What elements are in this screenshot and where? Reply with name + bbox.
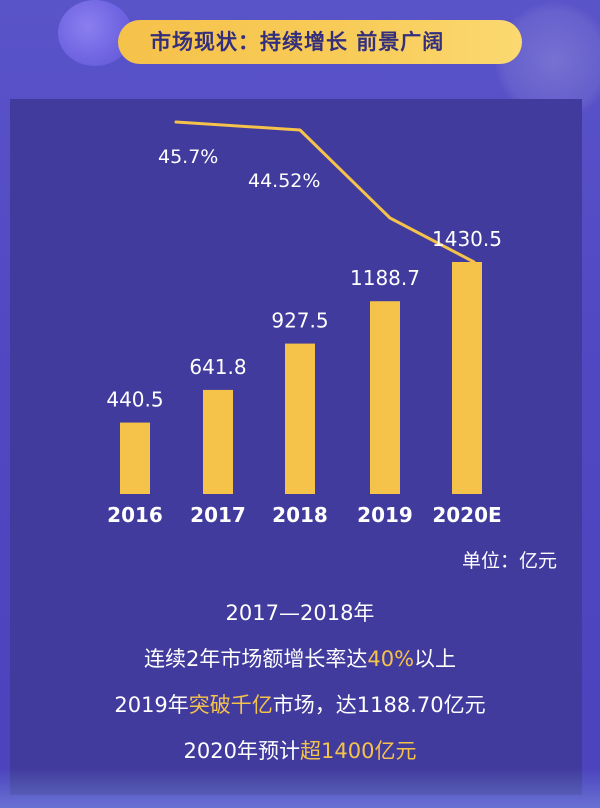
category-tick-label: 2017 xyxy=(190,503,246,527)
bar-value-label: 641.8 xyxy=(189,355,246,379)
growth-rate-label: 44.52% xyxy=(248,170,320,192)
note-highlight: 40% xyxy=(367,647,415,671)
bar-value-label: 927.5 xyxy=(271,309,328,333)
note-text: 连续2年市场额增长率达 xyxy=(143,647,368,671)
bar-2018 xyxy=(285,343,315,494)
growth-trend-line xyxy=(174,120,476,264)
bar-chart: 45.7% 44.52% 440.5 2016 641.8 2017 927.5 2018… xyxy=(106,120,502,527)
summary-notes: 2017—2018年 连续2年市场额增长率达40%以上 2019年突破千亿市场，… xyxy=(0,590,600,774)
note-line-2020: 2020年预计超1400亿元 xyxy=(0,728,600,774)
bar-2019 xyxy=(370,301,400,494)
title-banner xyxy=(118,20,522,64)
note-text: 2020年预计 xyxy=(183,739,300,763)
bar-value-label: 1430.5 xyxy=(432,227,502,251)
note-line-2019: 2019年突破千亿市场，达1188.70亿元 xyxy=(0,682,600,728)
bar-value-label: 440.5 xyxy=(106,388,163,412)
note-highlight: 超1400亿元 xyxy=(300,739,417,763)
note-text: 以上 xyxy=(414,647,457,671)
category-tick-label: 2020E xyxy=(432,503,501,527)
growth-rate-label: 45.7% xyxy=(158,146,218,168)
note-line-period: 2017—2018年 xyxy=(225,601,375,625)
bar-2016 xyxy=(120,422,150,494)
note-text: 市场，达1188.70亿元 xyxy=(272,693,486,717)
note-highlight: 突破千亿 xyxy=(188,693,273,717)
bar-2017 xyxy=(203,389,233,494)
category-tick-label: 2018 xyxy=(272,503,328,527)
category-tick-label: 2019 xyxy=(357,503,413,527)
note-text: 2019年 xyxy=(114,693,189,717)
page-title: 市场现状：持续增长 前景广阔 xyxy=(150,30,445,54)
note-line-growth: 连续2年市场额增长率达40%以上 xyxy=(0,636,600,682)
bar-value-label: 1188.7 xyxy=(350,266,420,290)
decorative-wave xyxy=(0,768,600,808)
bars-group: 440.5 2016 641.8 2017 927.5 2018 1188.7 2019 143… xyxy=(106,227,502,527)
unit-label: 单位：亿元 xyxy=(462,550,558,572)
category-tick-label: 2016 xyxy=(107,503,163,527)
bar-2020E xyxy=(452,262,482,494)
